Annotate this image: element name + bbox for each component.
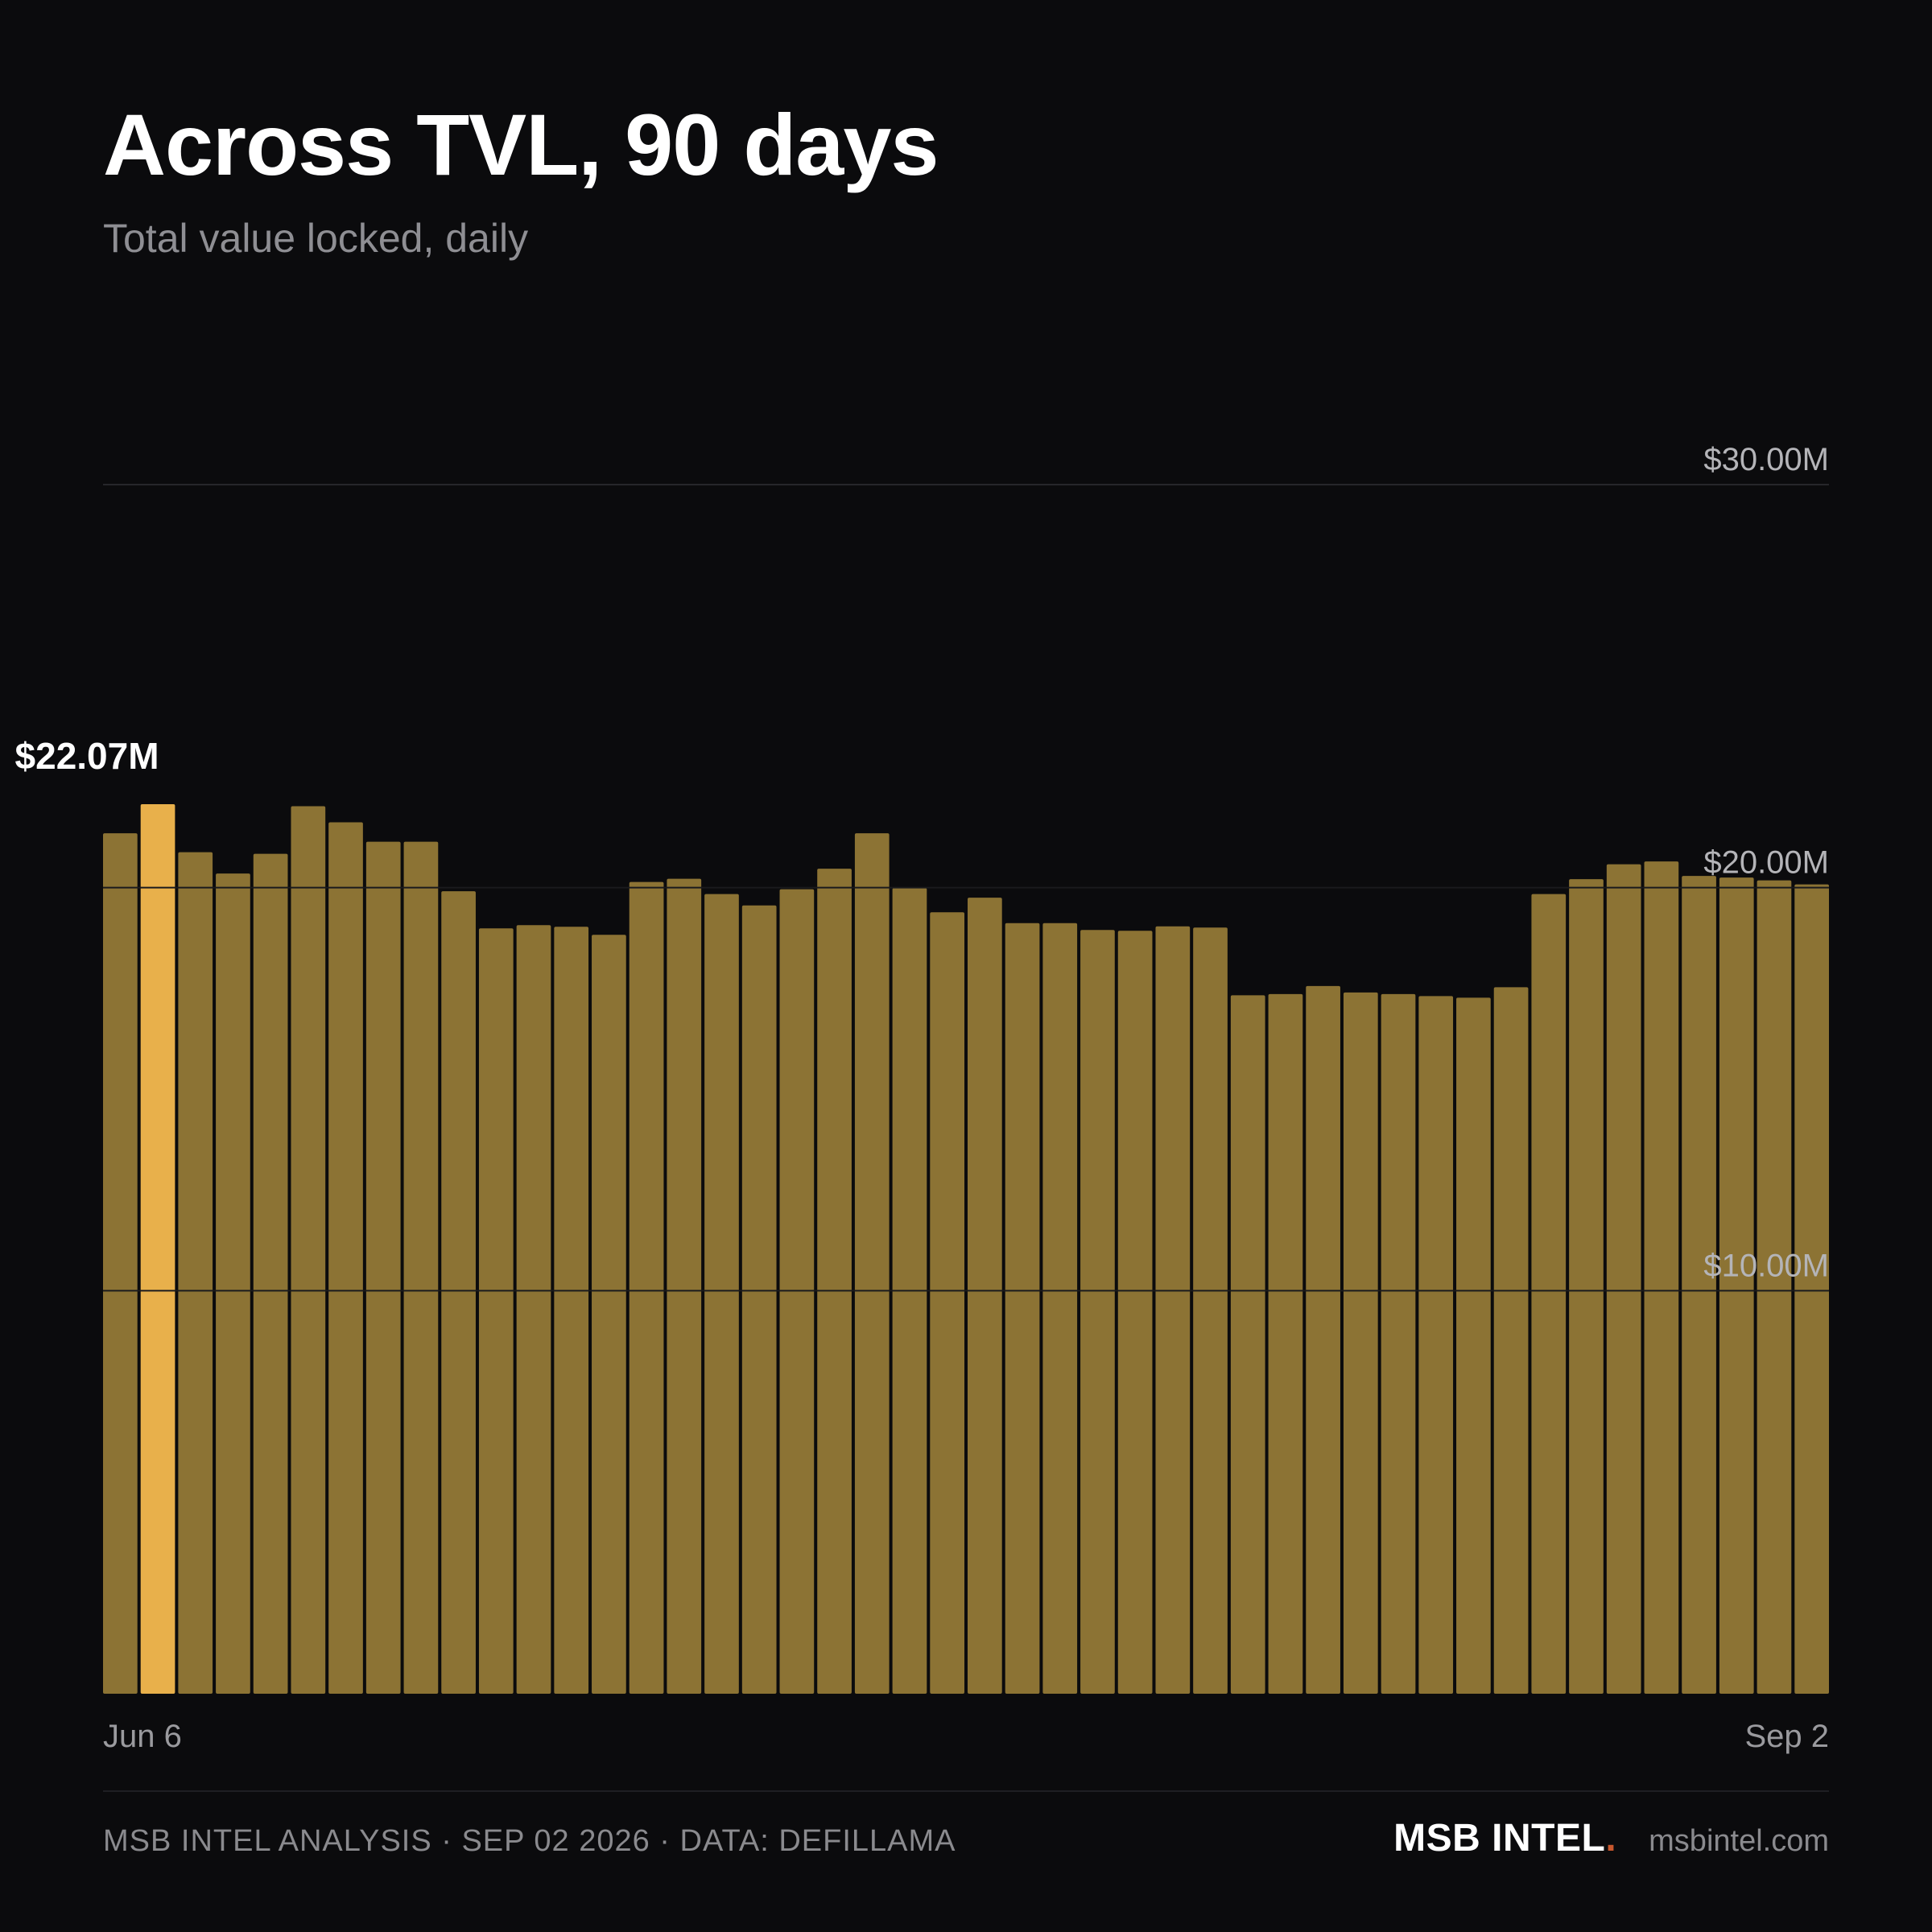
- bar: [328, 822, 363, 1694]
- bar: [1381, 993, 1416, 1694]
- bar: [103, 833, 138, 1694]
- bar: [854, 833, 890, 1694]
- bar: [1757, 880, 1792, 1694]
- bar: [1794, 884, 1829, 1694]
- bar: [704, 894, 739, 1694]
- bar: [1042, 923, 1078, 1694]
- site-link[interactable]: msbintel.com: [1649, 1824, 1829, 1858]
- bar: [1155, 926, 1191, 1694]
- bar: [1005, 923, 1040, 1694]
- bar: [592, 935, 626, 1694]
- highlight-value-label: $22.07M: [15, 735, 159, 777]
- bar: [216, 873, 250, 1694]
- bar: [1117, 931, 1153, 1694]
- bar: [1456, 997, 1491, 1694]
- bar: [1418, 996, 1454, 1694]
- chart-subtitle: Total value locked, daily: [103, 216, 529, 261]
- bar: [478, 928, 514, 1694]
- x-axis-end-label: Sep 2: [1744, 1719, 1829, 1754]
- bar: [1531, 894, 1567, 1694]
- bar: [1306, 985, 1340, 1694]
- bar: [1080, 930, 1115, 1694]
- bar-chart: $10.00M $20.00M $30.00M $22.07M Jun 6 Sep 2: [15, 442, 1829, 1754]
- bar: [1719, 877, 1754, 1694]
- bar: [1682, 876, 1716, 1694]
- bar: [779, 889, 815, 1694]
- bar: [253, 853, 288, 1694]
- bar: [930, 912, 964, 1694]
- bar: [629, 881, 664, 1694]
- y-tick-label: $10.00M: [1703, 1248, 1829, 1283]
- bar: [1606, 864, 1641, 1694]
- bar: [554, 927, 589, 1694]
- bar-highlight: [140, 804, 175, 1694]
- bar: [291, 806, 326, 1694]
- bar: [441, 891, 476, 1694]
- bar: [1230, 995, 1265, 1694]
- bar: [1569, 879, 1604, 1694]
- chart-title: Across TVL, 90 days: [103, 96, 939, 193]
- y-tick-label: $20.00M: [1703, 845, 1829, 881]
- y-tick-label: $30.00M: [1703, 442, 1829, 477]
- brand-dot: .: [1605, 1817, 1617, 1860]
- footer-divider: [103, 1790, 1829, 1792]
- bar: [178, 852, 213, 1694]
- bar: [403, 841, 439, 1694]
- bar: [365, 841, 401, 1694]
- x-axis-start-label: Jun 6: [103, 1719, 182, 1754]
- bar: [817, 869, 852, 1694]
- bar: [1343, 992, 1378, 1694]
- bar: [516, 925, 551, 1694]
- brand-logo[interactable]: MSB INTEL.: [1393, 1816, 1616, 1860]
- bar: [968, 898, 1002, 1694]
- bar: [1493, 987, 1529, 1694]
- footer-credit: MSB INTEL ANALYSIS · SEP 02 2026 · DATA:…: [103, 1824, 956, 1858]
- brand-name: MSB INTEL: [1393, 1817, 1606, 1860]
- bar: [741, 905, 777, 1694]
- bar: [1268, 993, 1303, 1694]
- bar: [667, 878, 702, 1694]
- bar: [1193, 927, 1228, 1694]
- bar: [1644, 861, 1679, 1694]
- footer-brand-block: MSB INTEL. msbintel.com: [1393, 1816, 1829, 1860]
